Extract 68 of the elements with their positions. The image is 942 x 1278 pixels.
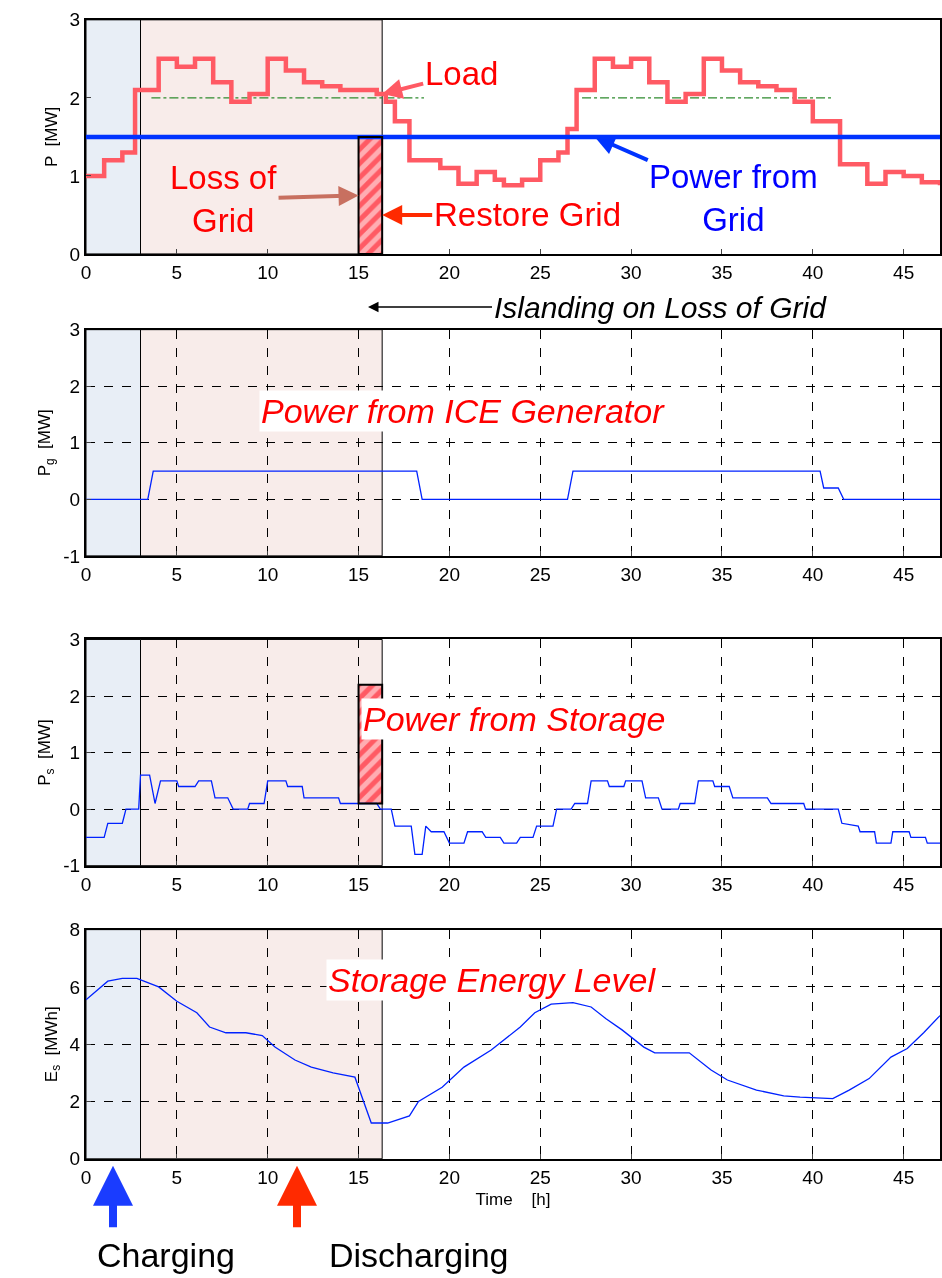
x-tick-label: 10 xyxy=(257,1166,279,1188)
text: Islanding on Loss of Grid xyxy=(494,291,828,324)
y-tick-label: -1 xyxy=(63,855,81,877)
annotation: Loss of Grid xyxy=(170,159,278,239)
x-tick-label: 30 xyxy=(620,1166,642,1188)
x-tick-label: 35 xyxy=(711,873,733,895)
x-tick-label: 45 xyxy=(893,261,915,283)
x-tick-label: 10 xyxy=(257,873,279,895)
x-tick-label: 5 xyxy=(171,563,183,585)
annotation: Load xyxy=(425,55,499,92)
y-tick-label: 3 xyxy=(69,319,81,341)
x-tick-label: 25 xyxy=(529,873,551,895)
y-tick-label: 0 xyxy=(69,488,81,510)
x-tick-label: 15 xyxy=(347,1166,370,1188)
x-tick-label: 25 xyxy=(529,563,551,585)
x-tick-label: 30 xyxy=(620,563,642,585)
y-tick-label: 3 xyxy=(69,629,81,651)
text: Power from Storage xyxy=(363,700,666,738)
y-tick-label: 1 xyxy=(69,165,81,187)
x-tick-label: 5 xyxy=(171,873,183,895)
x-tick-label: 45 xyxy=(893,1166,915,1188)
y-tick-label: 2 xyxy=(69,1091,81,1113)
x-tick-label: 15 xyxy=(347,563,370,585)
y-tick-label: 2 xyxy=(69,87,81,109)
line-series xyxy=(86,774,940,856)
x-tick-label: 40 xyxy=(802,563,824,585)
y-tick-label: 0 xyxy=(69,798,81,820)
y-tick-label: 1 xyxy=(69,742,81,764)
x-tick-label: 10 xyxy=(257,563,279,585)
y-axis-title: P [MW] xyxy=(41,106,61,167)
band-label: Charging xyxy=(97,1236,235,1274)
x-tick-label: 45 xyxy=(893,563,915,585)
x-tick-label: 25 xyxy=(529,261,551,283)
x-tick-label: 15 xyxy=(347,873,370,895)
x-tick-label: 40 xyxy=(802,1166,824,1188)
y-tick-label: 2 xyxy=(69,685,81,707)
x-tick-label: 25 xyxy=(529,1166,551,1188)
x-tick-label: 20 xyxy=(438,1166,460,1188)
text: Power from ICE Generator xyxy=(261,392,666,430)
x-tick-label: 15 xyxy=(347,261,370,283)
x-tick-label: 35 xyxy=(711,563,733,585)
y-tick-label: 3 xyxy=(69,9,81,31)
x-tick-label: 20 xyxy=(438,873,460,895)
band-label: Discharging xyxy=(329,1236,509,1274)
y-tick-label: 0 xyxy=(69,243,81,265)
y-tick-label: -1 xyxy=(63,545,81,567)
x-tick-label: 35 xyxy=(711,1166,733,1188)
y-tick-label: 8 xyxy=(69,919,81,941)
x-tick-label: 30 xyxy=(620,261,642,283)
annotation: Power from Grid xyxy=(649,158,818,238)
x-tick-label: 40 xyxy=(802,873,824,895)
y-tick-label: 6 xyxy=(69,976,81,998)
y-tick-label: 4 xyxy=(69,1033,81,1055)
y-tick-label: 1 xyxy=(69,432,81,454)
x-tick-label: 20 xyxy=(438,261,460,283)
x-tick-label: 30 xyxy=(620,873,642,895)
y-tick-label: 2 xyxy=(69,375,81,397)
x-axis-title: Time [h] xyxy=(475,1189,551,1209)
x-tick-label: 20 xyxy=(438,563,460,585)
text: Storage Energy Level xyxy=(328,961,657,999)
x-tick-label: 5 xyxy=(171,261,183,283)
y-tick-label: 0 xyxy=(69,1148,81,1170)
x-tick-label: 40 xyxy=(802,261,824,283)
x-tick-label: 35 xyxy=(711,261,733,283)
x-tick-label: 45 xyxy=(893,873,915,895)
x-tick-label: 10 xyxy=(257,261,279,283)
annotation: Restore Grid xyxy=(434,196,622,233)
x-tick-label: 5 xyxy=(171,1166,183,1188)
